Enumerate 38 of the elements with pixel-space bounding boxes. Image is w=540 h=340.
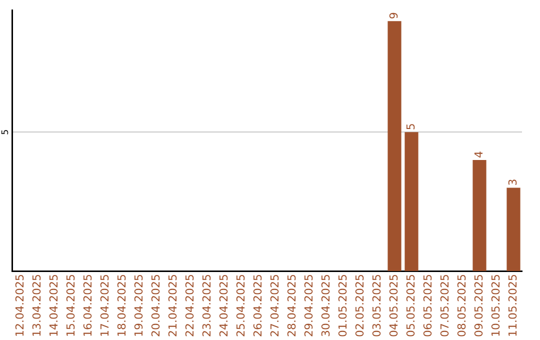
x-tick-label: 11.05.2025 xyxy=(506,274,520,338)
bar xyxy=(404,132,418,272)
x-tick-label: 09.05.2025 xyxy=(472,274,486,338)
x-tick-label: 15.04.2025 xyxy=(64,274,78,338)
bar xyxy=(472,160,486,272)
x-tick-label: 03.05.2025 xyxy=(370,274,384,338)
x-tick-label: 20.04.2025 xyxy=(149,274,162,338)
x-tick-label: 22.04.2025 xyxy=(183,274,196,338)
x-tick-label: 02.05.2025 xyxy=(353,274,366,338)
x-tick-label: 21.04.2025 xyxy=(166,274,180,338)
x-tick-label: 13.04.2025 xyxy=(30,274,44,338)
x-tick-label: 14.04.2025 xyxy=(47,274,60,338)
data-label: 9 xyxy=(387,12,400,20)
x-tick-label: 05.05.2025 xyxy=(404,274,418,338)
x-tick-label: 06.05.2025 xyxy=(421,274,434,338)
x-tick-label: 16.04.2025 xyxy=(81,274,94,338)
x-tick-label: 01.05.2025 xyxy=(336,274,350,338)
x-tick-label: 07.05.2025 xyxy=(438,274,452,338)
x-tick-label: 08.05.2025 xyxy=(455,274,468,338)
data-label: 3 xyxy=(506,178,520,186)
data-label: 4 xyxy=(472,150,486,158)
x-tick-label: 27.04.2025 xyxy=(268,274,282,338)
x-tick-label: 24.04.2025 xyxy=(217,274,230,338)
bar xyxy=(506,188,520,272)
x-tick-label: 28.04.2025 xyxy=(285,274,298,338)
x-tick-label: 19.04.2025 xyxy=(132,274,146,338)
x-tick-label: 25.04.2025 xyxy=(234,274,248,338)
x-tick-label: 29.04.2025 xyxy=(302,274,316,338)
bar xyxy=(388,21,402,272)
x-tick-label: 18.04.2025 xyxy=(115,274,128,338)
x-tick-label: 10.05.2025 xyxy=(489,274,502,338)
x-tick-label: 26.04.2025 xyxy=(251,274,264,338)
x-tick-label: 17.04.2025 xyxy=(98,274,112,338)
x-tick-label: 30.04.2025 xyxy=(319,274,332,338)
x-tick-label: 23.04.2025 xyxy=(200,274,214,338)
data-label: 5 xyxy=(404,123,418,130)
x-tick-label: 12.04.2025 xyxy=(13,274,26,338)
x-tick-label: 04.05.2025 xyxy=(387,274,400,338)
